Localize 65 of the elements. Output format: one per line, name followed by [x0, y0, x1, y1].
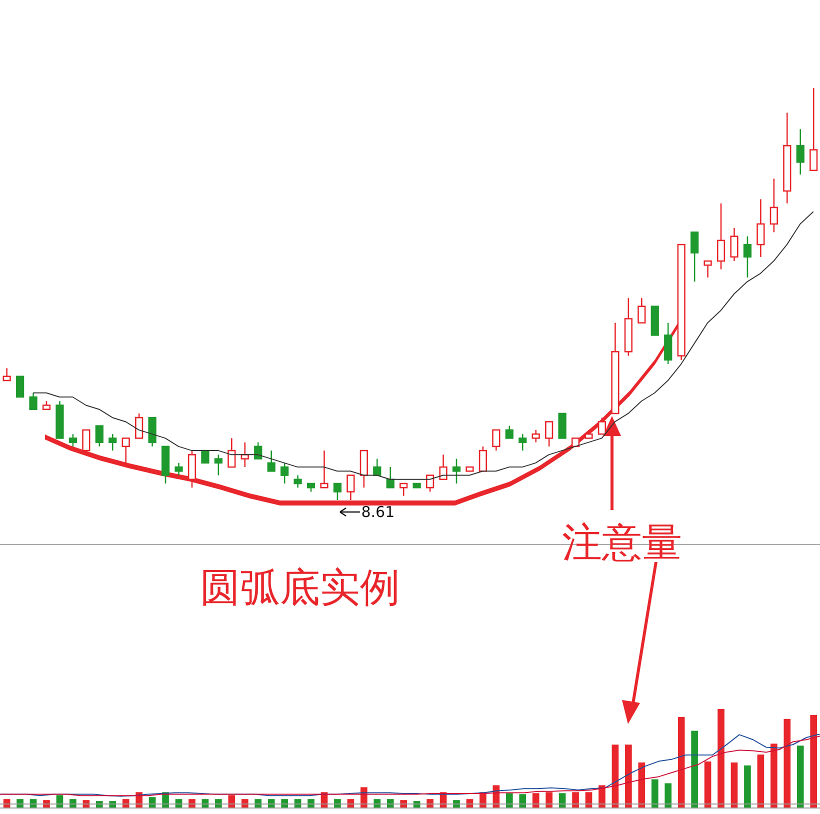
candlestick: [108, 433, 117, 452]
candlestick: [346, 474, 355, 500]
candlestick: [690, 232, 699, 282]
candlestick: [333, 482, 342, 500]
candlestick: [267, 450, 276, 472]
bar: [744, 765, 751, 808]
candlestick: [2, 368, 11, 382]
candlestick: [214, 454, 222, 476]
candlestick: [532, 429, 540, 443]
candlestick: [505, 425, 514, 439]
candlestick: [730, 227, 738, 262]
bar: [532, 793, 540, 808]
bar: [598, 785, 606, 808]
candlestick: [518, 433, 527, 452]
candlestick: [492, 429, 500, 452]
candlestick: [174, 462, 183, 476]
candlestick: [201, 450, 210, 464]
bar: [678, 716, 685, 808]
candlestick: [16, 376, 24, 398]
candlestick: [400, 482, 408, 497]
candlestick: [386, 466, 394, 488]
bar: [810, 714, 818, 808]
candlestick: [598, 416, 606, 435]
candlestick: [545, 421, 554, 448]
candlestick: [228, 438, 236, 468]
text: 8.61: [361, 503, 395, 521]
bar: [770, 744, 778, 808]
candlestick: [452, 458, 461, 484]
bar: [519, 794, 526, 808]
candlestick: [716, 202, 726, 270]
bar: [506, 793, 513, 808]
bar: [718, 709, 724, 808]
candlestick: [122, 438, 130, 464]
bar: [796, 746, 804, 808]
bar: [757, 754, 764, 808]
candlestick: [294, 474, 302, 488]
candlestick: [29, 392, 38, 410]
text: 圆弧底实例: [200, 564, 400, 613]
candlestick: [478, 446, 488, 472]
candlestick: [426, 474, 434, 492]
candlestick: [135, 412, 144, 439]
candlestick: [439, 454, 448, 480]
candlestick: [373, 458, 382, 476]
candlestick: [756, 198, 765, 258]
candlestick: [743, 236, 752, 278]
bar: [730, 762, 738, 808]
candlestick: [638, 297, 646, 324]
bar: [784, 718, 791, 808]
candlestick: [704, 260, 712, 278]
bar: [651, 779, 658, 808]
bar: [572, 792, 579, 808]
bar: [625, 744, 632, 808]
candlestick: [68, 433, 78, 448]
candlestick: [280, 462, 289, 484]
bar: [704, 761, 712, 808]
candlestick: [320, 450, 328, 488]
candlestick: [95, 425, 104, 448]
bar: [664, 783, 672, 808]
text: 注意量: [562, 519, 682, 568]
bar: [546, 792, 552, 808]
candlestick: [770, 178, 778, 233]
bar: [691, 730, 698, 808]
bar: [612, 744, 619, 808]
candlestick: [254, 442, 262, 460]
candlestick: [796, 128, 804, 176]
